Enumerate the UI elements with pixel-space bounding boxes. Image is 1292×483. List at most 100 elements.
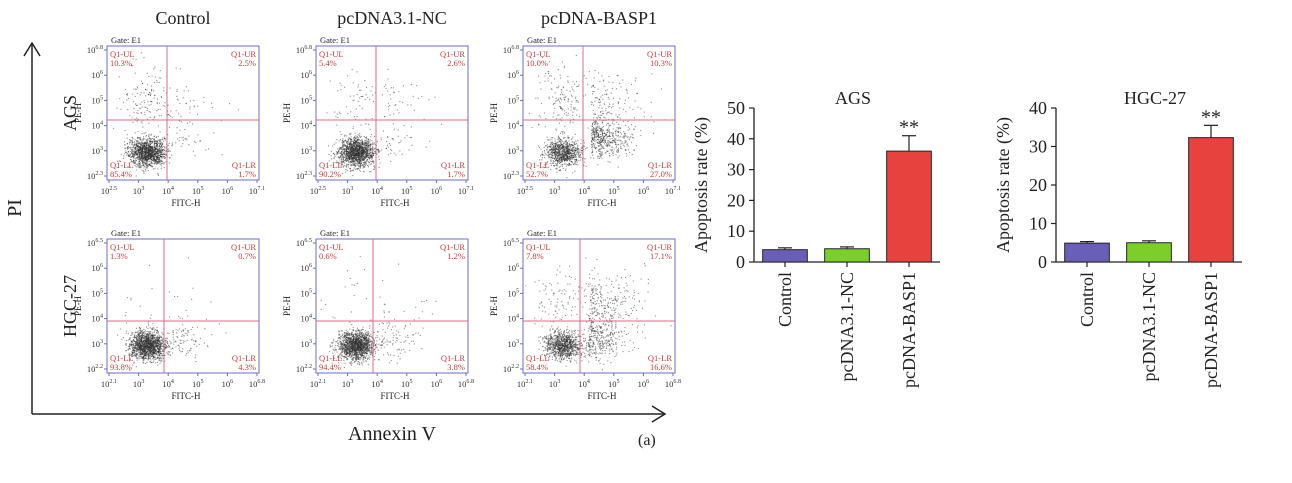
event-dot (604, 103, 606, 105)
event-dot (564, 158, 566, 160)
event-dot (131, 65, 133, 67)
event-dot (563, 149, 565, 151)
event-dot (171, 154, 173, 156)
event-dot (625, 149, 627, 151)
event-dot (339, 82, 341, 84)
event-dot (591, 133, 593, 135)
event-dot (132, 162, 134, 164)
event-dot (581, 147, 583, 149)
event-dot (366, 140, 368, 142)
event-dot (607, 150, 609, 152)
event-dot (345, 171, 347, 173)
event-dot (600, 134, 602, 136)
event-dot (161, 155, 163, 157)
event-dot (550, 169, 552, 171)
event-dot (155, 160, 157, 162)
q-ul-name: Q1-UL (526, 49, 551, 59)
event-dot (598, 142, 600, 144)
event-dot (354, 155, 356, 157)
event-dot (144, 168, 146, 170)
panel-ylabel: PE-H (282, 103, 292, 124)
event-dot (548, 150, 550, 152)
event-dot (598, 143, 600, 145)
event-dot (595, 127, 597, 129)
event-dot (146, 154, 148, 156)
event-dot (127, 153, 129, 155)
event-dot (595, 131, 597, 133)
event-dot (146, 150, 148, 152)
event-dot (562, 151, 564, 153)
event-dot (611, 152, 613, 154)
event-dot (583, 165, 585, 167)
event-dot (570, 155, 572, 157)
event-dot (558, 148, 560, 150)
event-dot (362, 144, 364, 146)
event-dot (343, 145, 345, 147)
event-dot (573, 90, 575, 92)
y-tick-label: 103 (507, 146, 519, 156)
event-dot (364, 137, 366, 139)
event-dot (562, 150, 564, 152)
event-dot (566, 152, 568, 154)
event-dot (128, 154, 130, 156)
event-dot (140, 152, 142, 154)
event-dot (541, 57, 543, 59)
event-dot (138, 155, 140, 157)
event-dot (356, 155, 358, 157)
event-dot (355, 148, 357, 150)
event-dot (549, 146, 551, 148)
event-dot (603, 141, 605, 143)
event-dot (154, 162, 156, 164)
event-dot (133, 144, 135, 146)
event-dot (625, 111, 627, 113)
event-dot (167, 134, 169, 136)
event-dot (629, 107, 631, 109)
event-dot (141, 159, 143, 161)
event-dot (159, 140, 161, 142)
event-dot (557, 69, 559, 71)
event-dot (565, 159, 567, 161)
event-dot (157, 125, 159, 127)
event-dot (564, 163, 566, 165)
event-dot (126, 143, 128, 145)
event-dot (595, 140, 597, 142)
event-dot (221, 154, 223, 156)
q-ll-name: Q1-LL (526, 160, 550, 170)
event-dot (124, 141, 126, 143)
event-dot (341, 148, 343, 150)
event-dot (147, 151, 149, 153)
event-dot (597, 129, 599, 131)
event-dot (562, 158, 564, 160)
event-dot (124, 147, 126, 149)
event-dot (602, 112, 604, 114)
event-dot (559, 154, 561, 156)
event-dot (587, 127, 589, 129)
event-dot (134, 148, 136, 150)
event-dot (338, 148, 340, 150)
q-ur-value: 10.3% (650, 58, 672, 68)
event-dot (156, 148, 158, 150)
event-dot (573, 152, 575, 154)
event-dot (372, 153, 374, 155)
event-dot (146, 143, 148, 145)
event-dot (572, 157, 574, 159)
event-dot (631, 154, 633, 156)
event-dot (336, 152, 338, 154)
event-dot (573, 143, 575, 145)
event-dot (600, 101, 602, 103)
event-dot (358, 146, 360, 148)
event-dot (612, 82, 614, 84)
event-dot (574, 149, 576, 151)
event-dot (358, 152, 360, 154)
event-dot (550, 146, 552, 148)
event-dot (605, 140, 607, 142)
event-dot (619, 131, 621, 133)
event-dot (359, 157, 361, 159)
event-dot (347, 139, 349, 141)
event-dot (358, 157, 360, 159)
event-dot (367, 139, 369, 141)
event-dot (570, 145, 572, 147)
event-dot (359, 89, 361, 91)
event-dot (598, 156, 600, 158)
event-dot (354, 148, 356, 150)
